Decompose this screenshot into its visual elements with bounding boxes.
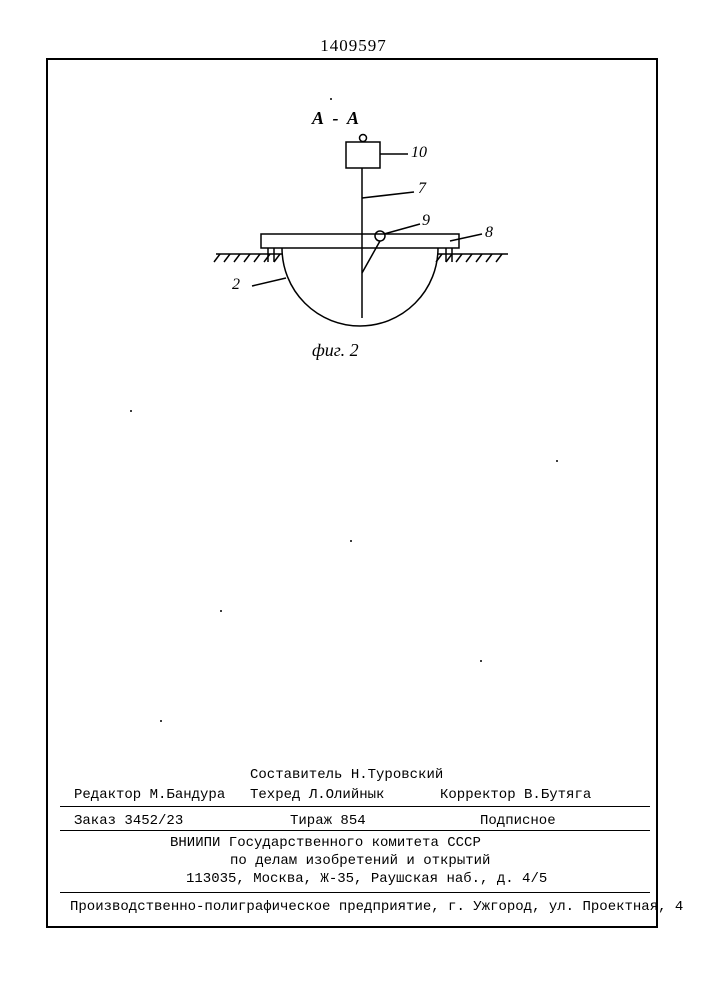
editor-name: М.Бандура xyxy=(150,787,226,803)
credits-order: Заказ 3452/23 xyxy=(74,812,183,831)
credits-corrector: Корректор В.Бутяга xyxy=(440,786,591,805)
techred-label: Техред xyxy=(250,787,300,803)
figure-2: 10 7 9 8 2 xyxy=(190,128,530,378)
callout-2: 2 xyxy=(232,276,240,294)
speckle xyxy=(220,610,222,612)
credits-sub: Подписное xyxy=(480,812,556,831)
credits-printer: Производственно-полиграфическое предприя… xyxy=(70,898,683,917)
speckle xyxy=(556,460,558,462)
section-label: А - А xyxy=(312,108,361,129)
figure-caption: фиг. 2 xyxy=(312,340,359,361)
compiler-name: Н.Туровский xyxy=(351,767,443,783)
callout-9: 9 xyxy=(422,212,430,230)
credits-techred: Техред Л.Олийнык xyxy=(250,786,384,805)
corrector-label: Корректор xyxy=(440,787,516,803)
callout-10: 10 xyxy=(411,144,427,162)
circulation-value: 854 xyxy=(340,813,365,829)
speckle xyxy=(330,98,332,100)
page: 1409597 А - А xyxy=(0,0,707,1000)
credits-addr: 113035, Москва, Ж-35, Раушская наб., д. … xyxy=(186,870,547,889)
circulation-label: Тираж xyxy=(290,813,332,829)
diagram-svg xyxy=(190,128,530,378)
speckle xyxy=(160,720,162,722)
document-number: 1409597 xyxy=(0,36,707,56)
credits-circulation: Тираж 854 xyxy=(290,812,366,831)
order-label: Заказ xyxy=(74,813,116,829)
callout-8: 8 xyxy=(485,224,493,242)
order-value: 3452/23 xyxy=(124,813,183,829)
speckle xyxy=(350,540,352,542)
corrector-name: В.Бутяга xyxy=(524,787,591,803)
divider-1 xyxy=(60,806,650,807)
credits-org1: ВНИИПИ Государственного комитета СССР xyxy=(170,834,481,853)
compiler-label: Составитель xyxy=(250,767,342,783)
callout-7: 7 xyxy=(418,180,426,198)
divider-3 xyxy=(60,892,650,893)
credits-editor: Редактор М.Бандура xyxy=(74,786,225,805)
divider-2 xyxy=(60,830,650,831)
speckle xyxy=(130,410,132,412)
credits-compiler-line: Составитель Н.Туровский xyxy=(250,766,443,785)
speckle xyxy=(480,660,482,662)
editor-label: Редактор xyxy=(74,787,141,803)
techred-name: Л.Олийнык xyxy=(309,787,385,803)
credits-org2: по делам изобретений и открытий xyxy=(230,852,490,871)
